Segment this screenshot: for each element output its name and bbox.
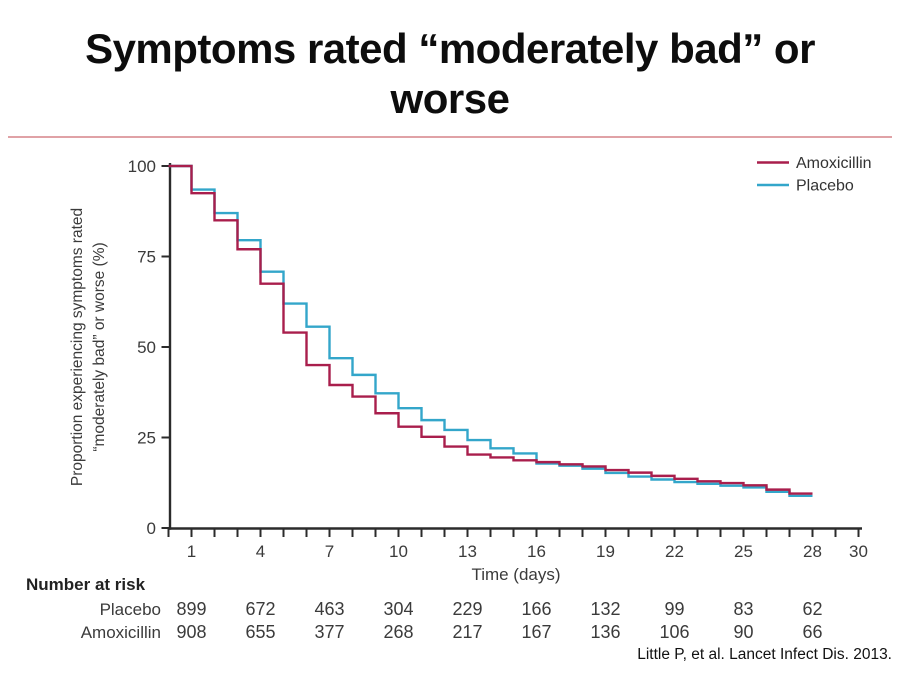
- number-at-risk-table: Number at risk Placebo Amoxicillin 899 67…: [26, 575, 823, 642]
- slide-title: Symptoms rated “moderately bad” or worse: [0, 24, 900, 124]
- x-tick-label: 16: [527, 542, 546, 561]
- y-tick-label: 50: [137, 338, 156, 357]
- risk-value: 229: [452, 599, 482, 619]
- risk-value: 99: [664, 599, 684, 619]
- y-axis-title-line1: Proportion experiencing symptoms rated: [69, 208, 86, 486]
- risk-value: 217: [452, 622, 482, 642]
- amoxicillin-legend-label: Amoxicillin: [796, 155, 872, 172]
- risk-value: 166: [521, 599, 551, 619]
- y-axis-title-line2: “moderately bad” or worse (%): [91, 242, 108, 451]
- y-axis-ticks: 0 25 50 75 100: [128, 157, 170, 538]
- x-tick-label: 13: [458, 542, 477, 561]
- risk-value: 377: [314, 622, 344, 642]
- risk-row-label-amoxicillin: Amoxicillin: [81, 623, 161, 642]
- x-tick-label: 25: [734, 542, 753, 561]
- legend: Amoxicillin Placebo: [757, 155, 872, 195]
- x-tick-label: 7: [325, 542, 334, 561]
- y-tick-label: 0: [147, 519, 156, 538]
- placebo-legend-label: Placebo: [796, 178, 854, 195]
- risk-values: 899 672 463 304 229 166 132 99 83 62 908 655 377 268 2…: [176, 599, 822, 642]
- y-tick-label: 75: [137, 248, 156, 267]
- risk-value: 167: [521, 622, 551, 642]
- risk-value: 655: [245, 622, 275, 642]
- x-tick-label: 1: [187, 542, 196, 561]
- x-axis-title: Time (days): [471, 565, 560, 584]
- y-tick-label: 25: [137, 429, 156, 448]
- risk-value: 672: [245, 599, 275, 619]
- x-tick-label: 28: [803, 542, 822, 561]
- risk-value: 268: [383, 622, 413, 642]
- x-tick-label: 19: [596, 542, 615, 561]
- risk-value: 136: [590, 622, 620, 642]
- risk-value: 66: [802, 622, 822, 642]
- risk-value: 899: [176, 599, 206, 619]
- risk-row-label-placebo: Placebo: [100, 600, 161, 619]
- title-divider-line: [8, 136, 892, 138]
- risk-value: 463: [314, 599, 344, 619]
- x-axis-ticks: 1 4 7 10 13 16 19 22 25 28 30: [167, 529, 868, 561]
- amoxicillin-curve: [168, 164, 813, 495]
- x-tick-label: 10: [389, 542, 408, 561]
- risk-value: 62: [802, 599, 822, 619]
- slide-title-line2: worse: [390, 75, 510, 122]
- citation-text: Little P, et al. Lancet Infect Dis. 2013…: [637, 646, 892, 663]
- x-tick-label: 4: [256, 542, 265, 561]
- y-tick-label: 100: [128, 157, 156, 176]
- risk-value: 908: [176, 622, 206, 642]
- risk-value: 304: [383, 599, 413, 619]
- risk-value: 83: [733, 599, 753, 619]
- risk-value: 90: [733, 622, 753, 642]
- x-tick-label: 22: [665, 542, 684, 561]
- risk-value: 106: [659, 622, 689, 642]
- slide-title-line1: Symptoms rated “moderately bad” or: [85, 25, 815, 72]
- placebo-curve: [168, 164, 813, 497]
- risk-value: 132: [590, 599, 620, 619]
- x-tick-label: 30: [849, 542, 868, 561]
- number-at-risk-header: Number at risk: [26, 575, 146, 594]
